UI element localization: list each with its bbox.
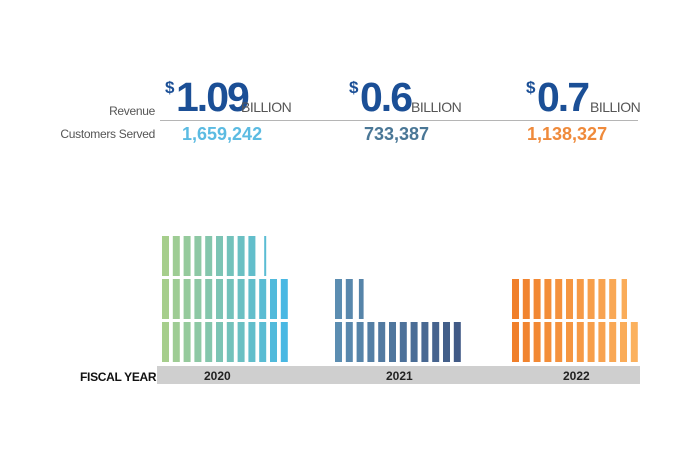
customer-unit-2022-6 [566, 322, 573, 362]
customer-unit-2020-27 [183, 236, 191, 276]
customer-unit-2020-7 [226, 322, 234, 362]
customer-unit-2020-20 [237, 279, 245, 319]
revenue-amount: 0.6 [360, 74, 413, 120]
customer-unit-2021-10 [432, 322, 440, 362]
customer-unit-2022-14 [522, 279, 530, 319]
revenue-unit: BILLION [411, 99, 462, 115]
x-tick-2020: 2020 [204, 369, 231, 383]
customer-unit-2020-32 [237, 236, 245, 276]
customer-unit-2020-26 [172, 236, 180, 276]
customers-2020: 1,659,242 [182, 124, 263, 144]
customer-unit-2022-5 [555, 322, 563, 362]
customer-unit-2021-2 [345, 322, 353, 362]
customer-unit-2020-30 [216, 236, 223, 276]
customer-unit-2022-2 [522, 322, 530, 362]
customer-unit-2020-4 [194, 322, 202, 362]
x-tick-2022: 2022 [563, 369, 590, 383]
customer-unit-2021-9 [421, 322, 429, 362]
revenue-currency: $ [165, 78, 175, 97]
customer-unit-2022-4 [544, 322, 552, 362]
customer-unit-2020-23 [270, 279, 277, 319]
revenue-row-label: Revenue [109, 104, 155, 118]
customer-unit-2022-18 [566, 279, 573, 319]
customer-unit-2021-14 [345, 279, 353, 319]
customer-unit-2020-1 [162, 322, 169, 362]
revenue-amount: 1.09 [176, 74, 250, 120]
customer-unit-2020-12 [280, 322, 288, 362]
customer-unit-2020-34 [264, 236, 267, 276]
customer-unit-2020-19 [226, 279, 234, 319]
customer-unit-2020-17 [205, 279, 213, 319]
year-axis-bar [157, 366, 640, 384]
customer-unit-2021-1 [335, 322, 342, 362]
customer-unit-2020-5 [205, 322, 213, 362]
revenue-amount: 0.7 [537, 74, 590, 120]
customer-unit-2021-11 [443, 322, 450, 362]
customer-unit-2021-8 [410, 322, 418, 362]
customer-unit-2020-16 [194, 279, 202, 319]
customer-unit-2022-1 [512, 322, 519, 362]
customer-unit-2020-22 [259, 279, 267, 319]
customer-unit-2022-22 [609, 279, 617, 319]
customer-unit-2022-7 [576, 322, 584, 362]
customer-unit-2022-10 [609, 322, 617, 362]
revenue-unit: BILLION [590, 99, 641, 115]
customer-unit-2021-13 [335, 279, 342, 319]
revenue-currency: $ [526, 78, 536, 97]
customer-unit-2020-28 [194, 236, 202, 276]
fiscal-year-label: FISCAL YEAR [80, 370, 157, 384]
customer-unit-2020-25 [162, 236, 169, 276]
customer-unit-2021-6 [389, 322, 396, 362]
customer-unit-2020-13 [162, 279, 169, 319]
x-tick-2021: 2021 [386, 369, 413, 383]
customer-unit-2022-21 [598, 279, 606, 319]
customer-unit-2021-12 [453, 322, 461, 362]
customer-unit-2021-7 [399, 322, 407, 362]
customer-unit-2020-14 [172, 279, 180, 319]
customer-unit-2022-12 [630, 322, 638, 362]
customer-unit-2022-19 [576, 279, 584, 319]
customer-unit-2022-23 [621, 279, 627, 319]
revenue-currency: $ [349, 78, 359, 97]
customer-unit-2020-31 [226, 236, 234, 276]
customer-unit-2022-11 [620, 322, 627, 362]
customer-unit-2021-5 [378, 322, 386, 362]
customer-unit-2021-4 [367, 322, 375, 362]
customer-unit-2020-18 [216, 279, 223, 319]
customer-unit-2022-17 [555, 279, 563, 319]
header-divider [160, 120, 638, 121]
customer-unit-2020-2 [172, 322, 180, 362]
customer-unit-2020-29 [205, 236, 213, 276]
customer-unit-2020-11 [270, 322, 277, 362]
customer-unit-2021-15 [358, 279, 364, 319]
customer-unit-2022-3 [533, 322, 541, 362]
customer-unit-2020-15 [183, 279, 191, 319]
customers-2022: 1,138,327 [527, 124, 608, 144]
customer-unit-2022-15 [533, 279, 541, 319]
customer-unit-2022-13 [512, 279, 519, 319]
customer-unit-2020-33 [248, 236, 256, 276]
customer-unit-2020-24 [280, 279, 288, 319]
customer-unit-2020-10 [259, 322, 267, 362]
customer-unit-2022-8 [587, 322, 595, 362]
customer-unit-2020-21 [248, 279, 256, 319]
customer-unit-2020-9 [248, 322, 256, 362]
customer-unit-2020-6 [216, 322, 223, 362]
revenue-unit: BILLION [241, 99, 292, 115]
customer-unit-2022-9 [598, 322, 606, 362]
customer-unit-2020-8 [237, 322, 245, 362]
customer-unit-2022-16 [544, 279, 552, 319]
customer-unit-2020-3 [183, 322, 191, 362]
customer-unit-2021-3 [356, 322, 364, 362]
customers-row-label: Customers Served [60, 127, 155, 141]
customers-2021: 733,387 [364, 124, 430, 144]
customer-unit-2022-20 [587, 279, 595, 319]
